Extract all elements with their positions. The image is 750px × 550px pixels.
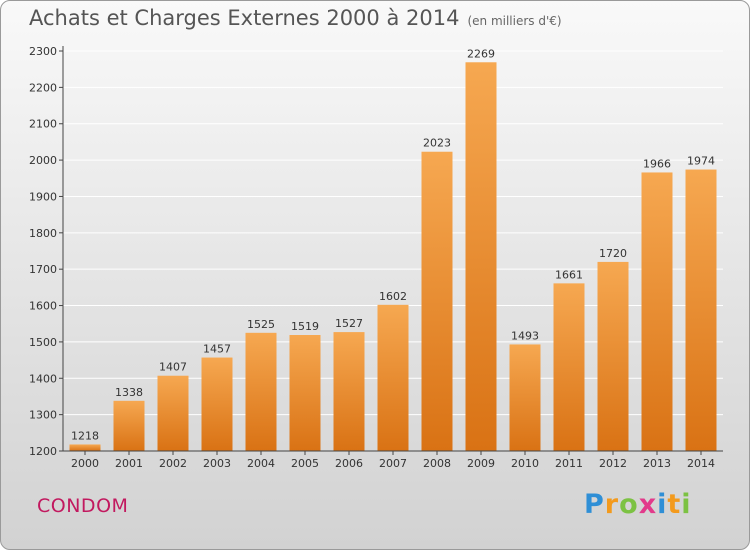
data-label: 1602	[379, 290, 407, 303]
commune-name: CONDOM	[37, 495, 129, 517]
logo-letter: t	[667, 489, 682, 520]
x-tick-label: 2005	[291, 457, 319, 470]
y-tick-label: 1300	[29, 409, 57, 422]
logo-letter: i	[657, 489, 668, 520]
data-label: 1525	[247, 318, 275, 331]
data-label: 1527	[335, 317, 363, 330]
y-tick-label: 1900	[29, 190, 57, 203]
bar-2001	[113, 400, 145, 451]
labels: 1200 1300 1400 1500 1600 1700 1800 1900 2000 2100…	[29, 45, 715, 470]
bar-2006	[333, 332, 365, 451]
data-label: 1661	[555, 268, 583, 281]
y-tick-label: 1800	[29, 227, 57, 240]
y-tick-label: 1400	[29, 372, 57, 385]
axes	[59, 46, 723, 455]
bar-2009	[465, 62, 497, 451]
bar-2003	[201, 357, 233, 451]
x-tick-label: 2001	[115, 457, 143, 470]
bar-2012	[597, 261, 629, 451]
chart-title-text: Achats et Charges Externes 2000 à 2014	[29, 6, 460, 30]
x-tick-label: 2004	[247, 457, 275, 470]
x-tick-label: 2006	[335, 457, 363, 470]
data-label: 1966	[643, 157, 671, 170]
bar-2002	[157, 375, 189, 451]
bar-2004	[245, 332, 277, 451]
logo-letter: r	[604, 489, 620, 520]
data-label: 1407	[159, 361, 187, 374]
logo-letter: P	[584, 489, 605, 520]
x-tick-label: 2010	[511, 457, 539, 470]
data-label: 1457	[203, 343, 231, 356]
data-label: 2269	[467, 47, 495, 60]
bar-2013	[641, 172, 673, 452]
y-tick-label: 2100	[29, 118, 57, 131]
y-tick-label: 1600	[29, 300, 57, 313]
data-label: 2023	[423, 137, 451, 150]
x-tick-label: 2014	[687, 457, 715, 470]
proxiti-logo: Proxiti	[584, 489, 692, 520]
bar-2008	[421, 151, 453, 451]
data-label: 1974	[687, 155, 715, 168]
data-label: 1493	[511, 329, 539, 342]
y-tick-label: 1500	[29, 336, 57, 349]
y-tick-label: 1200	[29, 445, 57, 458]
data-label: 1218	[71, 429, 99, 442]
logo-letter: i	[681, 489, 692, 520]
x-tick-label: 2011	[555, 457, 583, 470]
bar-2010	[509, 344, 541, 451]
data-label: 1519	[291, 320, 319, 333]
chart-title: Achats et Charges Externes 2000 à 2014 (e…	[29, 6, 562, 30]
y-tick-label: 2000	[29, 154, 57, 167]
x-tick-label: 2008	[423, 457, 451, 470]
bar-2007	[377, 304, 409, 451]
bar-2000	[69, 444, 101, 451]
y-tick-label: 2200	[29, 81, 57, 94]
logo-letter: o	[619, 489, 639, 520]
data-label: 1720	[599, 247, 627, 260]
bars	[69, 62, 717, 452]
bar-2005	[289, 335, 321, 451]
x-tick-label: 2013	[643, 457, 671, 470]
x-tick-label: 2003	[203, 457, 231, 470]
y-tick-label: 2300	[29, 45, 57, 58]
y-tick-label: 1700	[29, 263, 57, 276]
x-tick-label: 2012	[599, 457, 627, 470]
data-label: 1338	[115, 386, 143, 399]
logo-letter: x	[638, 489, 658, 520]
x-tick-label: 2007	[379, 457, 407, 470]
bar-2014	[685, 169, 717, 451]
chart-unit: (en milliers d'€)	[467, 14, 562, 28]
x-tick-label: 2009	[467, 457, 495, 470]
bar-2011	[553, 283, 585, 451]
x-tick-label: 2000	[71, 457, 99, 470]
x-tick-label: 2002	[159, 457, 187, 470]
